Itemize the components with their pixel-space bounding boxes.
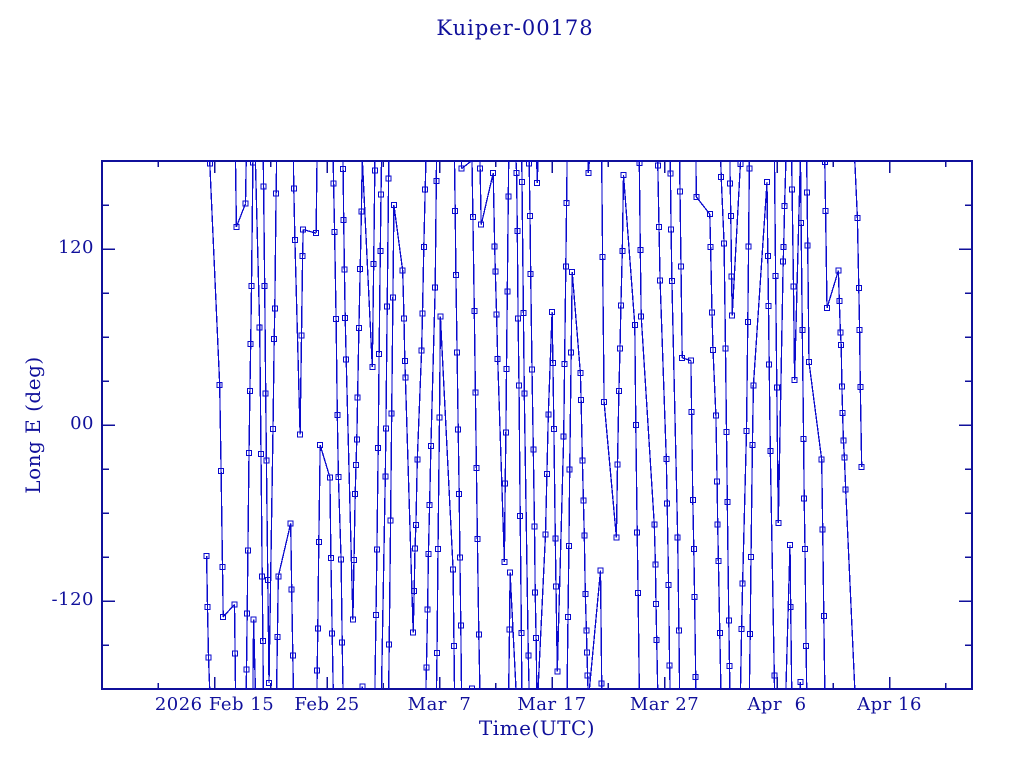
track-markers: [203, 160, 865, 690]
track-line: [205, 160, 863, 690]
y-tick-label: 120: [58, 237, 94, 258]
x-tick-label: Feb 25: [294, 694, 360, 715]
x-tick-label: Apr 6: [747, 694, 807, 715]
x-tick-label: Mar 27: [629, 694, 700, 715]
x-tick-label: Apr 16: [857, 694, 922, 715]
x-tick-label: Mar 17: [517, 694, 587, 715]
plot-frame: [101, 160, 973, 690]
x-axis-label: Time(UTC): [478, 716, 596, 740]
y-tick-label: 00: [70, 413, 94, 434]
axis-ticks: [102, 161, 972, 689]
x-tick-label: 2026 Feb 15: [154, 694, 275, 715]
x-tick-label: Mar 7: [407, 694, 472, 715]
data-series: [203, 160, 865, 690]
y-tick-label: -120: [51, 589, 94, 610]
plot-title: Kuiper-00178: [436, 16, 594, 40]
